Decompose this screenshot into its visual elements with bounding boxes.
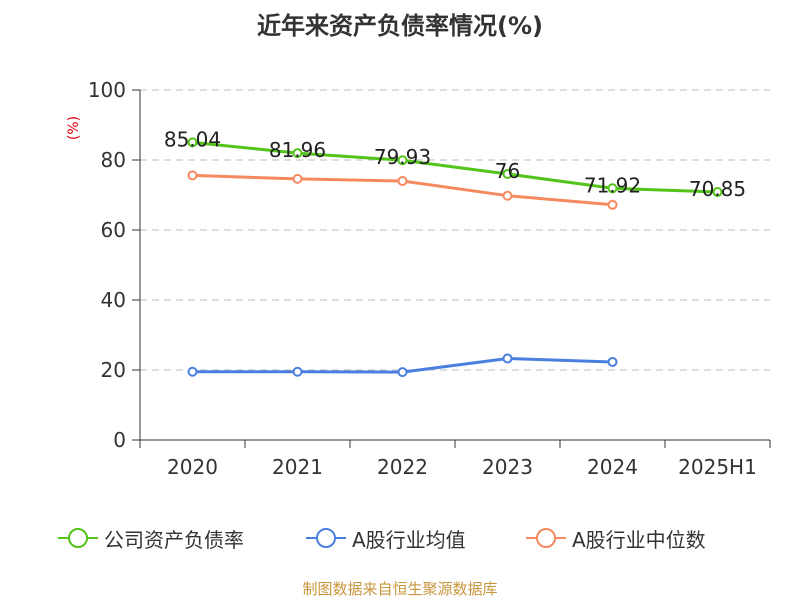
data-point — [502, 190, 513, 201]
legend-label: A股行业均值 — [352, 527, 466, 552]
data-point — [187, 170, 198, 181]
y-tick-label: 100 — [88, 78, 126, 102]
series-lines — [187, 137, 723, 378]
chart-title: 近年来资产负债率情况(%) — [257, 12, 543, 40]
data-point — [292, 148, 303, 159]
data-point — [292, 366, 303, 377]
data-point — [607, 199, 618, 210]
data-label: 70.85 — [689, 177, 746, 201]
data-label: 71.92 — [584, 173, 641, 197]
legend-item-industry-median[interactable]: A股行业中位数 — [526, 520, 706, 556]
axes — [132, 89, 771, 448]
x-tick-label: 2021 — [272, 455, 323, 479]
x-tick-label: 2024 — [587, 455, 638, 479]
data-point — [397, 176, 408, 186]
grid-lines — [140, 89, 770, 371]
legend: 公司资产负债率 A股行业均值 A股行业中位数 — [0, 520, 800, 556]
legend-label: 公司资产负债率 — [104, 527, 244, 552]
data-point — [187, 137, 198, 148]
data-point — [607, 356, 618, 367]
source-label: 制图数据来自恒生聚源数据库 — [302, 580, 498, 598]
y-tick-label: 40 — [101, 288, 126, 312]
data-point — [187, 366, 198, 377]
x-tick-label: 2023 — [482, 455, 533, 479]
legend-item-company[interactable]: 公司资产负债率 — [58, 520, 244, 556]
legend-line-circle-icon — [526, 528, 566, 548]
data-label: 79.93 — [374, 145, 431, 169]
legend-item-industry-mean[interactable]: A股行业均值 — [306, 520, 466, 556]
data-point — [292, 173, 303, 184]
data-point — [397, 155, 408, 166]
series-line — [192, 140, 718, 194]
data-label: 76 — [495, 159, 520, 183]
data-point — [502, 169, 513, 179]
tick-labels: 0 20 40 60 80 100 2020 2021 2022 2023 2024 2025H1 — [88, 78, 757, 479]
data-labels: 85.04 81.96 79.93 76 71.92 70.85 — [164, 127, 746, 201]
data-label: 81.96 — [269, 138, 326, 162]
x-tick-label: 2022 — [377, 455, 428, 479]
y-tick-label: 60 — [101, 218, 126, 242]
data-point — [607, 183, 618, 194]
y-tick-label: 0 — [113, 428, 126, 452]
data-point — [712, 187, 723, 198]
y-tick-label: 20 — [101, 358, 126, 382]
x-tick-label: 2025H1 — [678, 455, 757, 479]
data-point — [502, 353, 513, 364]
data-point — [397, 367, 408, 378]
data-label: 85.04 — [164, 127, 221, 151]
legend-label: A股行业中位数 — [572, 527, 706, 552]
legend-line-circle-icon — [58, 528, 98, 548]
y-unit-label: (%) — [66, 116, 82, 140]
x-tick-label: 2020 — [167, 455, 218, 479]
legend-line-circle-icon — [306, 528, 346, 548]
y-tick-label: 80 — [101, 148, 126, 172]
